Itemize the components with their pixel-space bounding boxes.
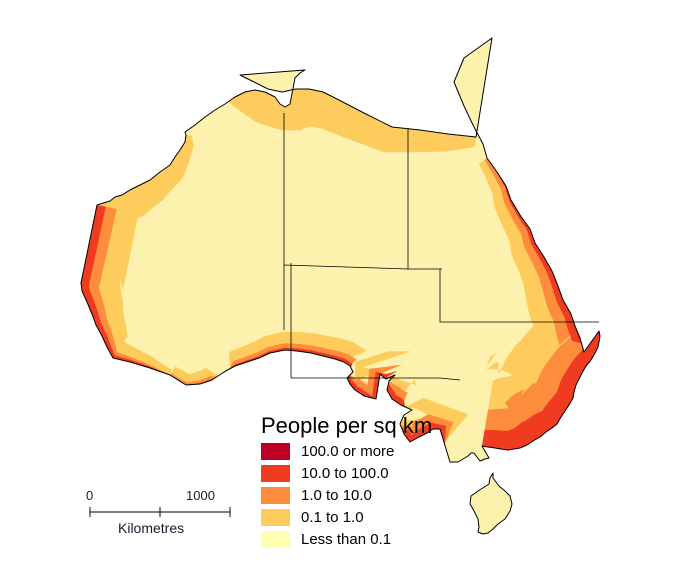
- svg-text:100.0 or more: 100.0 or more: [301, 443, 394, 460]
- svg-text:1000: 1000: [186, 488, 215, 503]
- svg-text:People per sq km: People per sq km: [261, 413, 432, 438]
- svg-text:0.1 to 1.0: 0.1 to 1.0: [301, 509, 364, 526]
- svg-text:1.0 to 10.0: 1.0 to 10.0: [301, 487, 372, 504]
- svg-text:Kilometres: Kilometres: [118, 520, 184, 536]
- svg-text:Less than 0.1: Less than 0.1: [301, 531, 391, 548]
- svg-text:0: 0: [86, 488, 93, 503]
- svg-text:10.0 to 100.0: 10.0 to 100.0: [301, 465, 389, 482]
